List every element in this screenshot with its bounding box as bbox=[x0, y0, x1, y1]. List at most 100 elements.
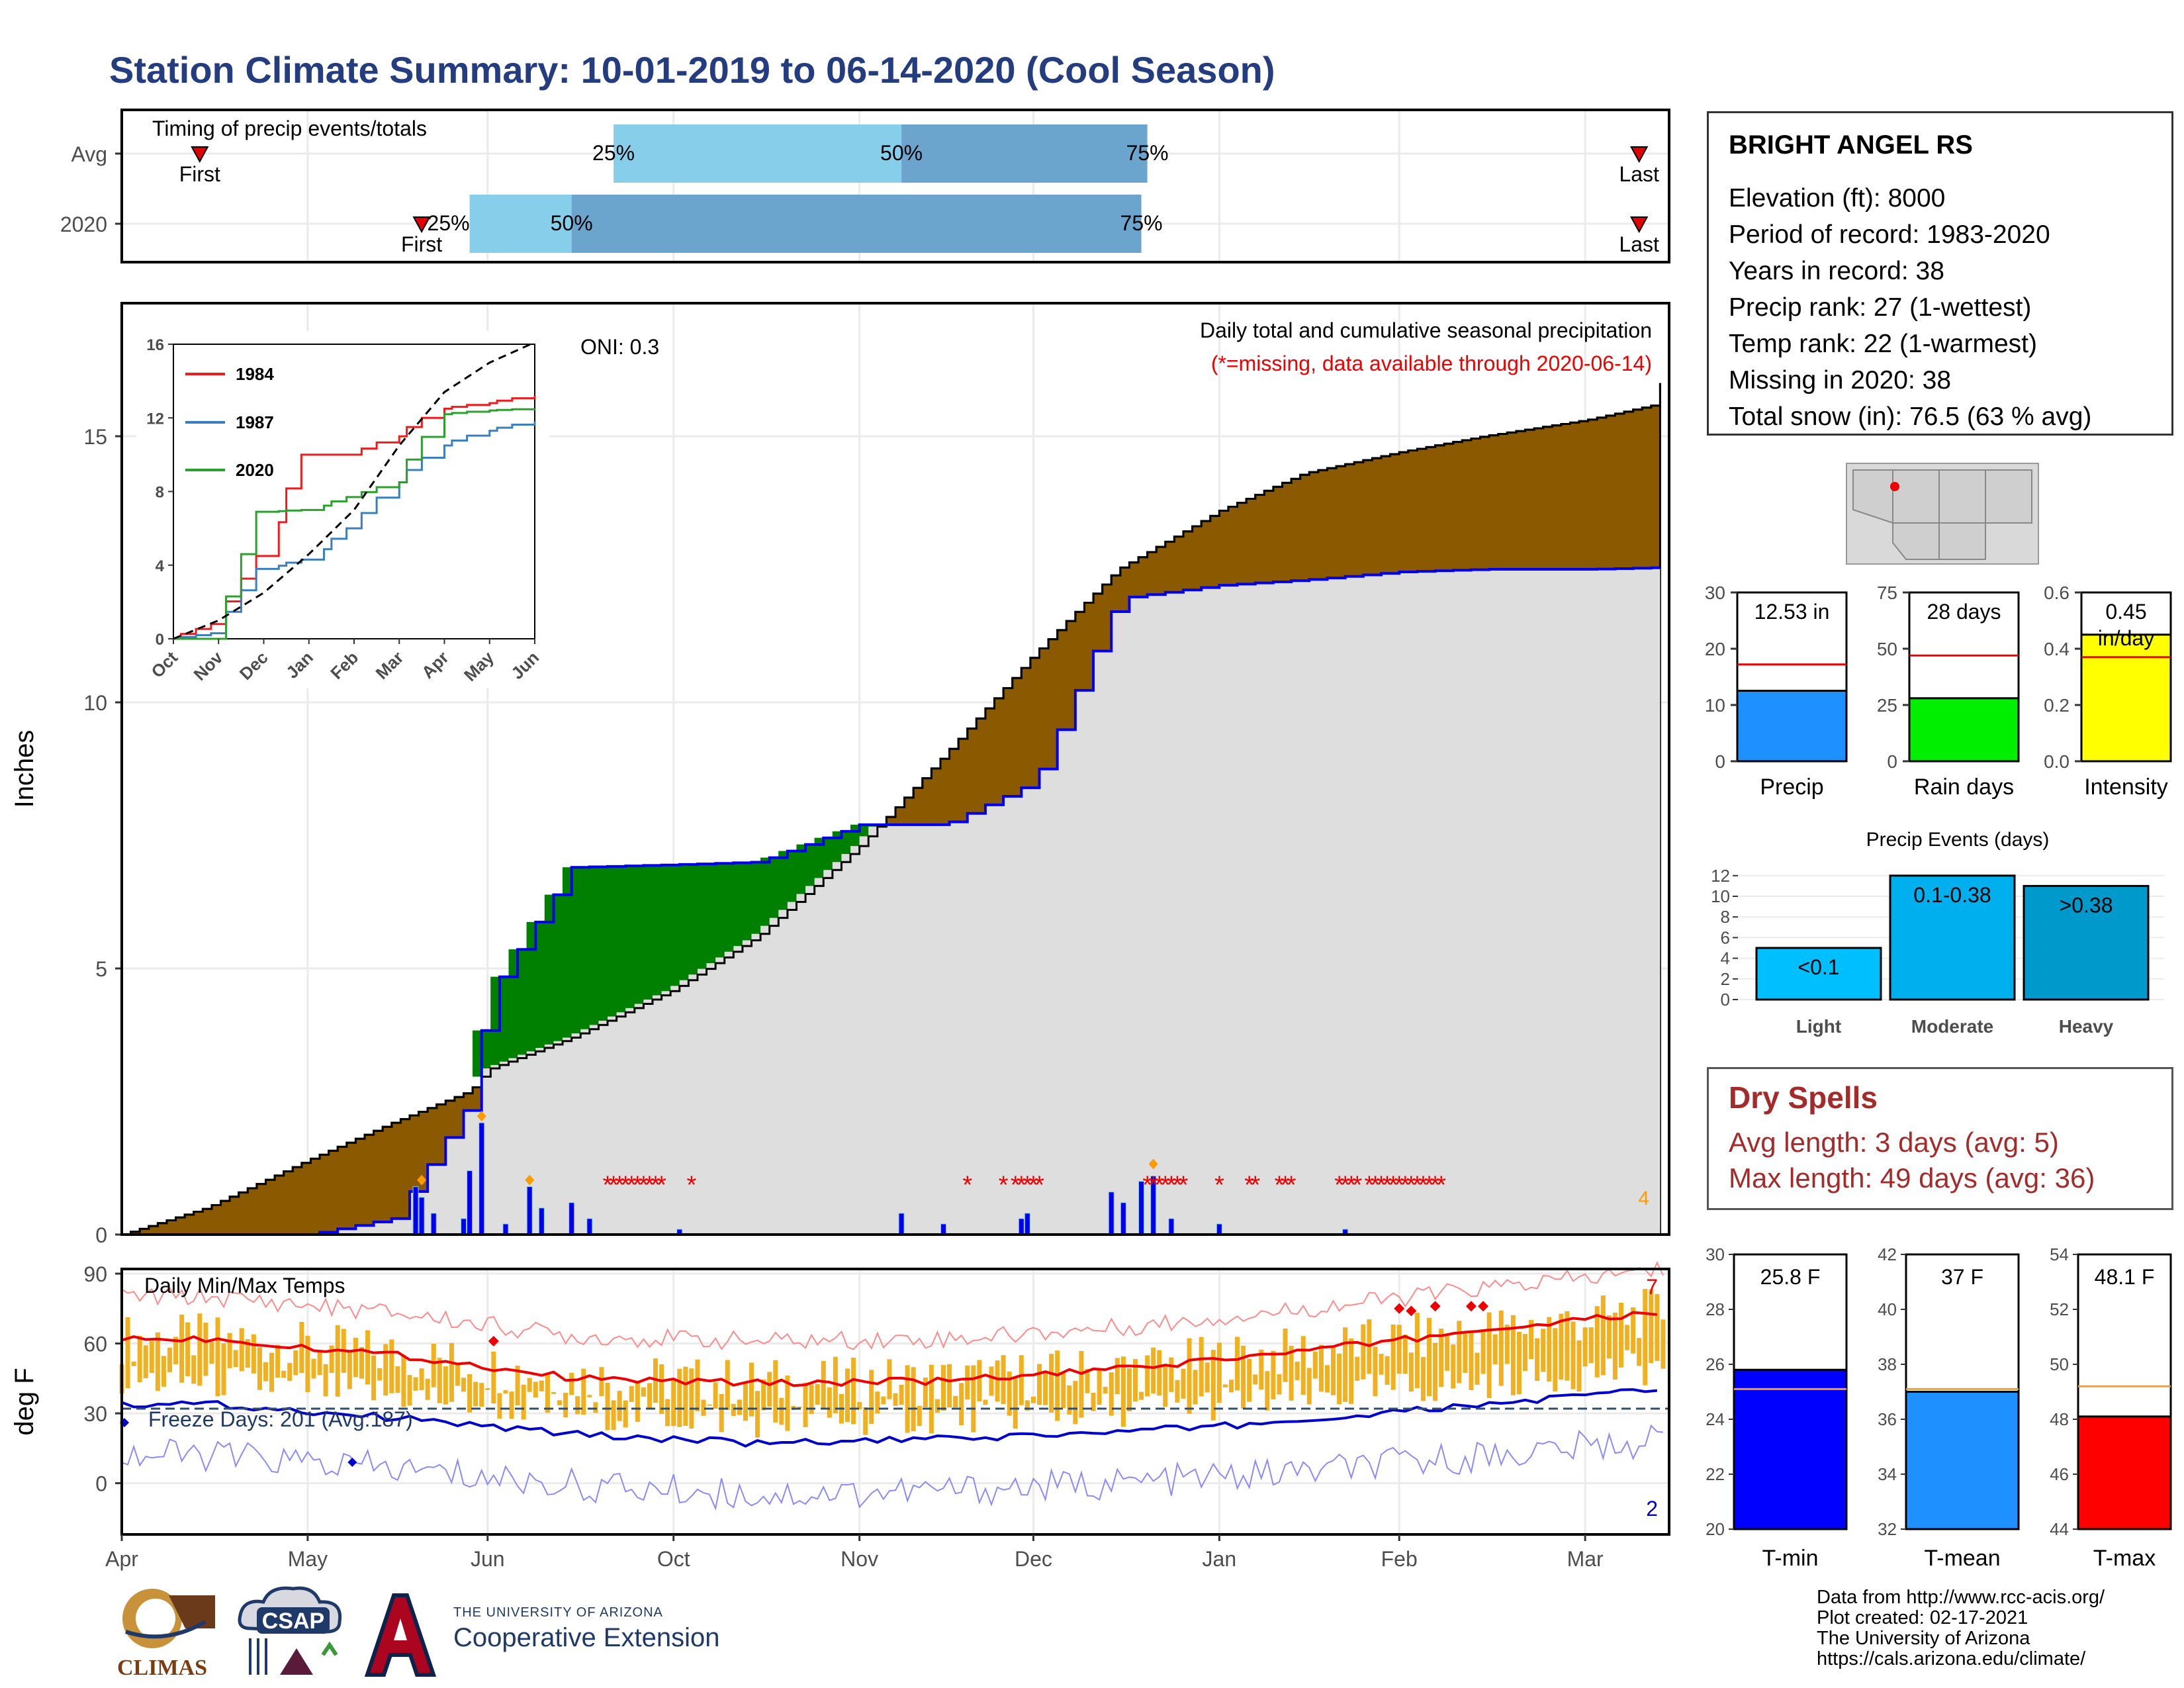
daily-temp-bar bbox=[161, 1356, 166, 1387]
missing-marker: * bbox=[1352, 1172, 1362, 1199]
daily-temp-bar bbox=[1043, 1373, 1048, 1405]
precip-events-ytick-label: 0 bbox=[1721, 990, 1730, 1009]
daily-temp-bar bbox=[1103, 1387, 1108, 1394]
daily-temp-bar bbox=[1661, 1319, 1666, 1369]
daily-temp-bar bbox=[1024, 1400, 1030, 1411]
daily-temp-bar bbox=[467, 1374, 473, 1413]
precip-corner-count: 4 bbox=[1638, 1188, 1649, 1209]
daily-temp-bar bbox=[1115, 1358, 1120, 1395]
temp-ylabel: deg F bbox=[10, 1368, 39, 1435]
daily-temp-bar bbox=[977, 1360, 982, 1401]
daily-temp-bar bbox=[377, 1368, 383, 1381]
daily-temp-bar bbox=[857, 1401, 862, 1409]
summary-ytick-label: 10 bbox=[1705, 695, 1725, 716]
daily-temp-bar bbox=[797, 1406, 802, 1408]
daily-temp-bar bbox=[461, 1378, 467, 1392]
missing-marker: * bbox=[1334, 1172, 1344, 1199]
timing-row-label: Avg bbox=[71, 142, 107, 166]
daily-temp-bar bbox=[1157, 1350, 1162, 1396]
daily-temp-bar bbox=[809, 1384, 814, 1415]
temp-summary-ytick-label: 22 bbox=[1706, 1464, 1725, 1484]
temp-summary-label: T-min bbox=[1762, 1546, 1819, 1571]
daily-temp-bar bbox=[893, 1393, 898, 1406]
station-years: Years in record: 38 bbox=[1729, 257, 1944, 285]
missing-marker: * bbox=[657, 1172, 666, 1199]
daily-temp-bar bbox=[485, 1388, 490, 1390]
temp-summary-ytick-label: 54 bbox=[2050, 1244, 2069, 1264]
missing-marker: * bbox=[1394, 1172, 1404, 1199]
missing-marker: * bbox=[1377, 1172, 1387, 1199]
daily-temp-bar bbox=[1420, 1356, 1426, 1401]
map-states bbox=[1852, 469, 2032, 560]
daily-temp-bar bbox=[539, 1380, 544, 1391]
missing-marker: * bbox=[1179, 1172, 1189, 1199]
daily-temp-bar bbox=[1439, 1329, 1444, 1387]
daily-temp-bar bbox=[389, 1339, 394, 1393]
daily-temp-bar bbox=[1547, 1317, 1552, 1382]
summary-ytick-label: 0.4 bbox=[2044, 639, 2070, 659]
average-max-line bbox=[121, 1311, 1658, 1387]
precip-events-ytick-label: 2 bbox=[1721, 969, 1730, 989]
footer-credits: Data from http://www.rcc-acis.org/ Plot … bbox=[1817, 1587, 2105, 1669]
missing-marker: * bbox=[1340, 1172, 1350, 1199]
daily-temp-bar bbox=[1349, 1338, 1354, 1404]
daily-temp-bar bbox=[593, 1402, 598, 1413]
daily-temp-bar bbox=[1402, 1335, 1408, 1374]
missing-marker: * bbox=[1406, 1172, 1416, 1199]
region-map bbox=[1846, 463, 2039, 565]
daily-temp-bar bbox=[371, 1355, 377, 1401]
daily-temp-bar bbox=[743, 1382, 748, 1421]
timing-25-50-bar bbox=[469, 195, 572, 253]
dry-spells-title: Dry Spells bbox=[1729, 1080, 1878, 1115]
missing-marker: * bbox=[1383, 1172, 1392, 1199]
dry-spells-max: Max length: 49 days (avg: 36) bbox=[1729, 1162, 2095, 1194]
daily-temp-bar bbox=[455, 1364, 460, 1386]
daily-precip-bar bbox=[461, 1218, 467, 1235]
daily-temp-bar bbox=[563, 1392, 569, 1418]
precip-ylabel: Inches bbox=[10, 730, 39, 808]
timing-q25-label: 25% bbox=[428, 211, 470, 235]
temp-summary-ytick-label: 38 bbox=[1878, 1354, 1897, 1374]
missing-marker: * bbox=[999, 1172, 1009, 1199]
snow-marker bbox=[1148, 1158, 1158, 1170]
daily-temp-bar bbox=[401, 1355, 406, 1407]
timing-last-marker bbox=[1630, 146, 1649, 164]
daily-temp-bar bbox=[149, 1341, 154, 1374]
missing-marker: * bbox=[651, 1172, 660, 1199]
daily-temp-bar bbox=[473, 1382, 478, 1407]
daily-temp-bar bbox=[1241, 1345, 1246, 1409]
average-min-line bbox=[121, 1388, 1658, 1448]
daily-temp-bar bbox=[1588, 1327, 1594, 1364]
daily-temp-bar bbox=[335, 1325, 340, 1397]
timing-50-75-bar bbox=[571, 195, 1142, 253]
daily-temp-bar bbox=[575, 1396, 580, 1415]
snow-marker bbox=[417, 1174, 427, 1186]
station-precip-rank: Precip rank: 27 (1-wettest) bbox=[1729, 293, 2032, 322]
daily-temp-bar bbox=[281, 1370, 287, 1378]
station-snow: Total snow (in): 76.5 (63 % avg) bbox=[1729, 402, 2092, 431]
daily-temp-bar bbox=[449, 1342, 454, 1402]
daily-precip-bar bbox=[430, 1213, 437, 1235]
precip-events-range: 0.1-0.38 bbox=[1913, 883, 1991, 907]
missing-marker: * bbox=[1412, 1172, 1422, 1199]
daily-temp-bar bbox=[1132, 1359, 1138, 1402]
daily-temp-bar bbox=[431, 1344, 436, 1387]
inset-series-line bbox=[173, 395, 536, 640]
missing-marker: * bbox=[1424, 1172, 1434, 1199]
dry-spells-avg: Avg length: 3 days (avg: 5) bbox=[1729, 1127, 2059, 1158]
daily-temp-bar bbox=[527, 1378, 532, 1392]
daily-temp-bar bbox=[179, 1315, 185, 1383]
timing-label: Timing of precip events/totals bbox=[152, 117, 427, 140]
temp-summary-ytick-label: 30 bbox=[1706, 1244, 1725, 1264]
record-high-marker bbox=[1394, 1303, 1405, 1314]
daily-temp-bar bbox=[1097, 1370, 1102, 1405]
station-period: Period of record: 1983-2020 bbox=[1729, 220, 2050, 249]
daily-temp-bar bbox=[1486, 1312, 1492, 1399]
daily-temp-bar bbox=[443, 1366, 448, 1405]
daily-temp-bar bbox=[1390, 1324, 1396, 1390]
temp-ytick-label: 60 bbox=[83, 1333, 107, 1356]
missing-marker: * bbox=[1388, 1172, 1398, 1199]
daily-temp-bar bbox=[611, 1400, 616, 1430]
temp-summary-bar bbox=[1733, 1368, 1848, 1530]
daily-temp-bar bbox=[731, 1403, 736, 1417]
